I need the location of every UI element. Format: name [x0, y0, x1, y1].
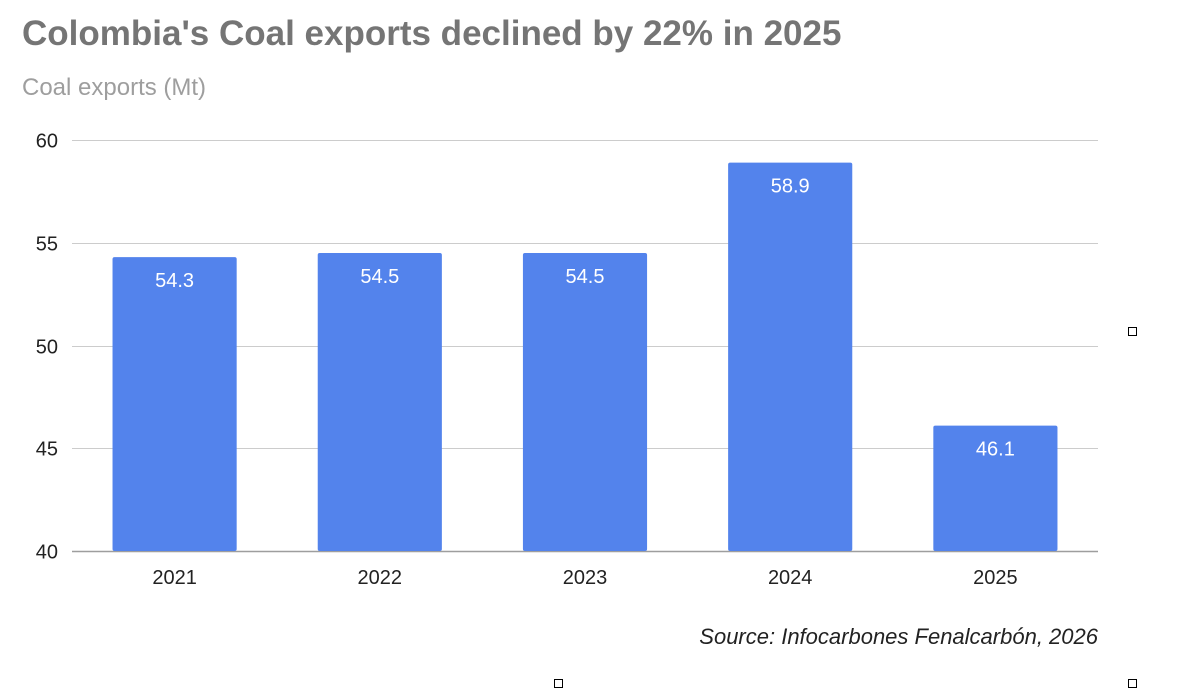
y-tick-label: 50	[36, 337, 58, 359]
data-label: 58.9	[771, 176, 810, 198]
chart-title: Colombia's Coal exports declined by 22% …	[22, 14, 842, 53]
x-tick-label: 2022	[358, 567, 403, 589]
y-tick-label: 45	[36, 439, 58, 461]
data-label: 54.5	[566, 266, 605, 288]
x-tick-label: 2025	[973, 567, 1018, 589]
data-label: 54.3	[155, 270, 194, 292]
data-label: 54.5	[360, 266, 399, 288]
x-tick-label: 2024	[768, 567, 813, 589]
bar	[317, 253, 442, 551]
source-note: Source: Infocarbones Fenalcarbón, 2026	[699, 624, 1098, 649]
bar	[728, 162, 853, 552]
y-tick-label: 60	[36, 131, 58, 153]
y-axis-ticks: 40 45 50 55 60	[36, 131, 58, 564]
x-tick-label: 2021	[152, 567, 197, 589]
y-tick-label: 55	[36, 234, 58, 256]
bar	[522, 253, 648, 551]
bar	[933, 425, 1058, 551]
data-labels: 54.3 54.5 54.5 58.9 46.1	[155, 176, 1015, 461]
resize-handle-right[interactable]	[1128, 327, 1137, 336]
x-tick-label: 2023	[563, 567, 608, 589]
bars	[112, 162, 1058, 552]
y-tick-label: 40	[36, 542, 58, 564]
chart-subtitle: Coal exports (Mt)	[22, 74, 207, 101]
x-axis-ticks: 2021 2022 2023 2024 2025	[152, 567, 1017, 589]
bar	[112, 257, 237, 551]
data-label: 46.1	[976, 439, 1015, 461]
